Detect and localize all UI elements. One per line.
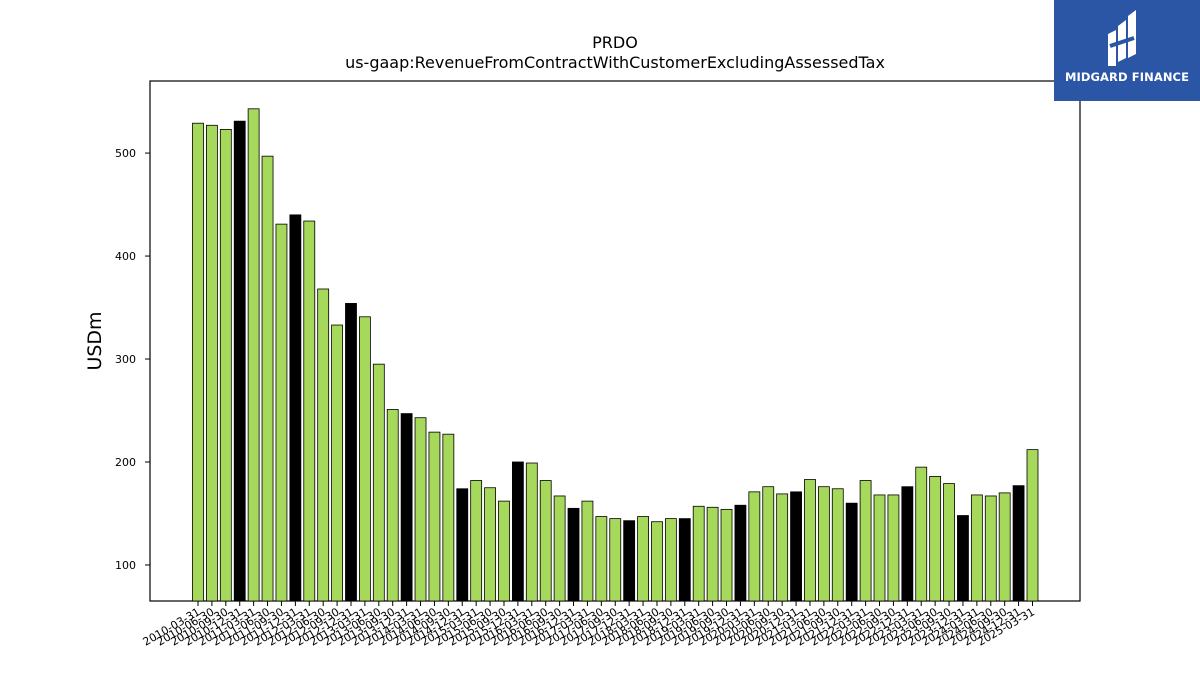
bar-2012-09-30 — [331, 324, 343, 602]
bar-2016-03-31 — [525, 462, 538, 602]
bar-2020-12-31 — [790, 491, 802, 602]
x-axis-ticks: 2010-03-312010-06-302010-09-302010-12-31… — [141, 601, 1037, 649]
y-axis-label: USDm — [84, 311, 106, 370]
bar-2011-03-31 — [247, 108, 260, 602]
bar-2014-09-30 — [442, 433, 455, 602]
bar-2016-06-30 — [539, 480, 552, 602]
bar-2015-06-30 — [484, 487, 496, 602]
bar-2020-06-30 — [762, 486, 775, 602]
bar-2010-12-31 — [233, 120, 246, 602]
bars — [192, 108, 1039, 602]
bar-2020-09-30 — [776, 493, 789, 602]
bar-2017-03-31 — [581, 500, 594, 602]
bar-2021-06-30 — [817, 486, 830, 602]
y-tick-label: 300 — [115, 353, 136, 366]
bar-2013-09-30 — [386, 409, 399, 602]
bar-2015-09-30 — [498, 500, 510, 602]
y-tick-label: 400 — [115, 250, 136, 263]
bar-2018-09-30 — [664, 518, 677, 602]
bar-2023-09-30 — [943, 483, 955, 602]
bar-2010-03-31 — [192, 122, 204, 602]
logo-text: MIDGARD FINANCE — [1064, 70, 1190, 84]
bar-2016-09-30 — [553, 495, 566, 602]
bar-2011-09-30 — [275, 223, 288, 602]
bar-2022-03-31 — [859, 480, 872, 602]
bar-2010-06-30 — [206, 124, 218, 602]
logo: MIDGARD FINANCE — [1054, 0, 1200, 101]
bar-2023-06-30 — [929, 476, 942, 602]
y-tick-label: 200 — [115, 456, 136, 469]
bar-2021-12-31 — [845, 502, 858, 602]
bar-2017-12-31 — [623, 520, 636, 602]
bar-2022-09-30 — [887, 494, 900, 602]
bar-2010-09-30 — [219, 128, 232, 602]
bar-2014-06-30 — [428, 431, 441, 602]
bar-2021-09-30 — [831, 488, 844, 602]
bar-2024-06-30 — [984, 495, 997, 602]
bar-2024-03-31 — [970, 494, 983, 602]
bar-2012-03-31 — [303, 220, 316, 602]
bar-2017-09-30 — [609, 518, 622, 602]
bar-2019-09-30 — [720, 508, 733, 602]
bar-2021-03-31 — [804, 479, 816, 602]
bar-2014-03-31 — [414, 417, 427, 602]
bar-2015-12-31 — [511, 461, 524, 602]
bar-2019-12-31 — [734, 504, 747, 602]
bar-2012-06-30 — [317, 288, 330, 602]
bar-2012-12-31 — [345, 303, 357, 602]
y-tick-label: 100 — [115, 559, 136, 572]
bar-2013-06-30 — [372, 363, 385, 602]
bar-2013-12-31 — [400, 413, 413, 602]
bar-2018-12-31 — [678, 518, 691, 602]
bar-2020-03-31 — [748, 491, 761, 602]
logo-mark-icon — [1108, 10, 1136, 66]
bar-2011-12-31 — [289, 214, 302, 602]
y-tick-label: 500 — [115, 147, 136, 160]
bar-2013-03-31 — [358, 316, 371, 602]
chart-title: PRDO — [592, 33, 638, 52]
bar-2019-03-31 — [692, 505, 705, 602]
bar-2025-03-31 — [1026, 449, 1039, 602]
bar-2015-03-31 — [470, 480, 483, 602]
bar-2016-12-31 — [567, 507, 580, 602]
bar-2011-06-30 — [261, 155, 274, 602]
bar-2014-12-31 — [456, 488, 469, 602]
bar-2023-12-31 — [957, 515, 969, 602]
chart-subtitle: us-gaap:RevenueFromContractWithCustomerE… — [345, 53, 885, 72]
bar-2024-09-30 — [998, 492, 1011, 602]
bar-2024-12-31 — [1012, 485, 1025, 602]
y-axis-ticks: 100 200 300 400 500 — [115, 147, 150, 572]
bar-2018-03-31 — [637, 516, 649, 602]
bar-2022-06-30 — [873, 494, 886, 602]
bar-2022-12-31 — [901, 486, 914, 602]
bar-2017-06-30 — [595, 516, 608, 602]
bar-2018-06-30 — [651, 521, 663, 602]
bar-2019-06-30 — [706, 506, 719, 602]
bar-2023-03-31 — [915, 466, 928, 602]
